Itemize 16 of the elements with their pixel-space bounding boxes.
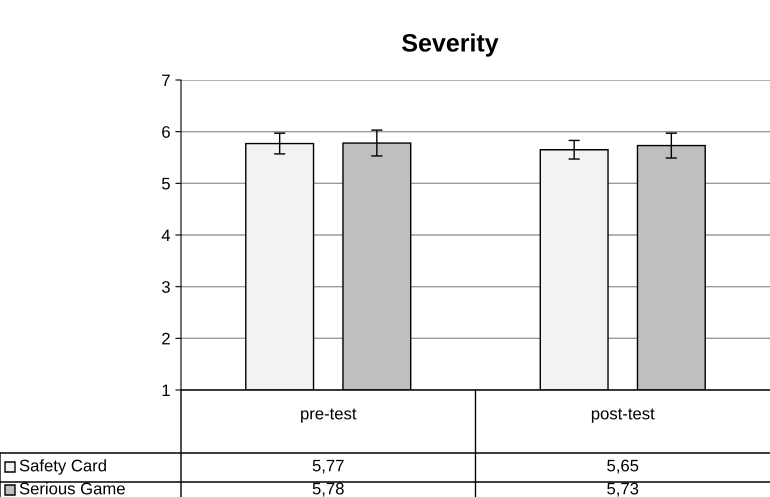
- data-label: 5,78: [312, 482, 344, 496]
- x-tick-label: post-test: [592, 408, 655, 423]
- y-tick-label: 6: [162, 126, 170, 138]
- x-tick-label: pre-test: [301, 408, 356, 423]
- data-label: 5,65: [607, 460, 638, 474]
- legend-label: Serious Game: [20, 482, 125, 494]
- data-label: 5,77: [312, 460, 344, 474]
- y-tick-label: 2: [162, 332, 170, 344]
- legend-label: Safety Card: [20, 459, 106, 475]
- data-label: 5,73: [607, 482, 638, 496]
- y-tick-label: 4: [162, 230, 170, 242]
- y-tick-label: 1: [162, 384, 170, 396]
- y-tick-label: 3: [162, 281, 170, 293]
- chart-title: Severity: [402, 33, 499, 57]
- y-tick-label: 5: [162, 178, 170, 190]
- y-tick-label: 7: [162, 74, 170, 86]
